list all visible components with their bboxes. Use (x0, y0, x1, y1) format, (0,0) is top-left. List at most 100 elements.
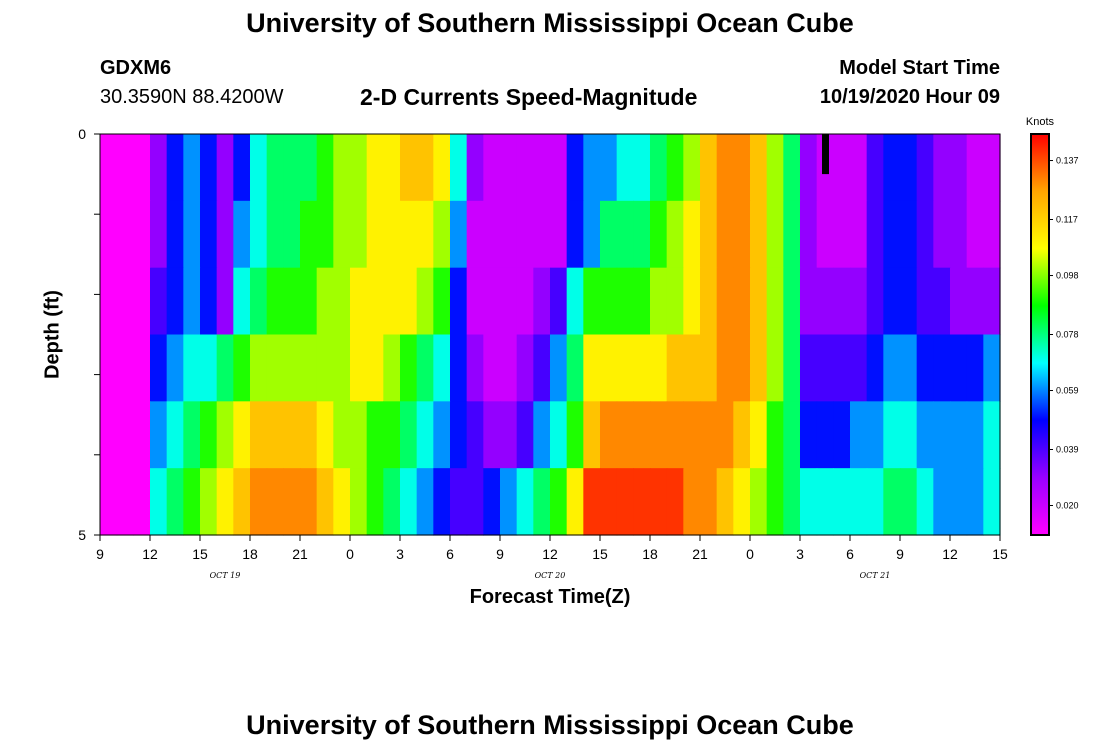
heatmap-cell (250, 200, 268, 269)
heatmap-cell (850, 267, 868, 336)
heatmap-cell (533, 134, 551, 202)
heatmap-cell (966, 468, 984, 536)
heatmap-cell (183, 334, 201, 402)
heatmap-cell (600, 200, 618, 269)
heatmap-cell (216, 468, 234, 536)
heatmap-cell (866, 200, 884, 269)
heatmap-cell (566, 267, 584, 336)
heatmap-cell (650, 468, 668, 536)
heatmap-cell (750, 267, 768, 336)
heatmap-cell (800, 468, 818, 536)
heatmap-cell (783, 134, 801, 202)
heatmap-cell (316, 401, 334, 469)
heatmap-cell (666, 134, 684, 202)
heatmap-cell (316, 267, 334, 336)
heatmap-cell (983, 334, 1001, 402)
heatmap-cell (266, 401, 284, 469)
heatmap-cell (483, 200, 501, 269)
heatmap-cell (400, 401, 418, 469)
x-axis-label: Forecast Time(Z) (469, 586, 631, 608)
heatmap-cell (433, 334, 451, 402)
x-tick-label: 0 (346, 546, 354, 562)
heatmap-chart: 05 9 12 15 18 21 0 3 6 9 12 15 18 21 0 3 6 9 12 15 OCT 19 O… (78, 116, 1079, 580)
heatmap-cell (283, 468, 301, 536)
heatmap-cell (900, 200, 918, 269)
heatmap-cell (166, 334, 184, 402)
heatmap-cell (800, 267, 818, 336)
heatmap-cell (833, 200, 851, 269)
heatmap-cell (750, 134, 768, 202)
heatmap-cell (366, 200, 384, 269)
x-tick-label: 6 (846, 546, 854, 562)
heatmap-cell (950, 267, 968, 336)
heatmap-cell (833, 134, 851, 202)
heatmap-cell (416, 401, 434, 469)
plot-title: 2-D Currents Speed-Magnitude (360, 84, 698, 110)
heatmap-cell (600, 401, 618, 469)
y-tick-label: 5 (78, 527, 86, 543)
heatmap-cell (433, 267, 451, 336)
heatmap-cell (450, 267, 468, 336)
x-tick-label: 12 (542, 546, 558, 562)
heatmap-cell (650, 334, 668, 402)
heatmap-cell (700, 401, 718, 469)
heatmap-cell (733, 267, 751, 336)
heatmap-cell (100, 200, 118, 269)
heatmap-cell (583, 468, 601, 536)
heatmap-cell (516, 267, 534, 336)
heatmap-cell (233, 267, 251, 336)
heatmap-cell (900, 401, 918, 469)
heatmap-cell (766, 468, 784, 536)
colorbar-tick-label: 0.137 (1056, 156, 1079, 166)
x-tick-label: 12 (942, 546, 958, 562)
heatmap-cell (216, 401, 234, 469)
heatmap-cell (883, 134, 901, 202)
heatmap-cell (900, 334, 918, 402)
heatmap-cell (666, 401, 684, 469)
heatmap-cell (733, 134, 751, 202)
heatmap-cell (150, 200, 168, 269)
heatmap-cell (600, 134, 618, 202)
heatmap-cell (466, 200, 484, 269)
heatmap-cell (883, 334, 901, 402)
heatmap-cell (783, 401, 801, 469)
heatmap-cell (483, 401, 501, 469)
heatmap-cell (333, 267, 351, 336)
heatmap-cell (166, 200, 184, 269)
heatmap-cell (166, 401, 184, 469)
heatmap-cell (750, 334, 768, 402)
heatmap-cell (250, 468, 268, 536)
heatmap-cell (616, 200, 634, 269)
heatmap-cell (766, 200, 784, 269)
heatmap-cell (233, 134, 251, 202)
heatmap-cell (683, 134, 701, 202)
y-tick-label: 0 (78, 126, 86, 142)
heatmap-cell (766, 134, 784, 202)
heatmap-cell (616, 401, 634, 469)
heatmap-cell (450, 134, 468, 202)
heatmap-cell (466, 334, 484, 402)
heatmap-cell (866, 401, 884, 469)
heatmap-cell (500, 267, 518, 336)
heatmap-cell (716, 134, 734, 202)
heatmap-cell (550, 468, 568, 536)
heatmap-cell (816, 468, 834, 536)
heatmap-cell (816, 334, 834, 402)
heatmap-cell (800, 200, 818, 269)
heatmap-cell (216, 134, 234, 202)
heatmap-cell (850, 468, 868, 536)
heatmap-cell (350, 468, 368, 536)
heatmap-cell (133, 401, 151, 469)
heatmap-cell (666, 334, 684, 402)
heatmap-cell (333, 134, 351, 202)
heatmap-cell (733, 401, 751, 469)
heatmap-cell (733, 334, 751, 402)
heatmap-cell (783, 200, 801, 269)
heatmap-cell (116, 401, 134, 469)
heatmap-cell (516, 468, 534, 536)
heatmap-cell (350, 401, 368, 469)
heatmap-cell (616, 267, 634, 336)
heatmap-cell (400, 134, 418, 202)
heatmap-cell (966, 200, 984, 269)
heatmap-cell (183, 267, 201, 336)
